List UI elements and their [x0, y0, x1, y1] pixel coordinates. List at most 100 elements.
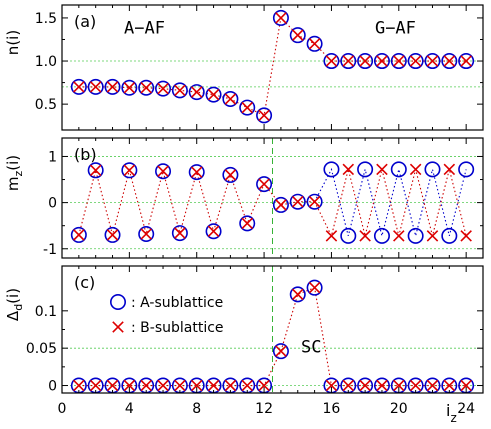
data-point-cross — [224, 93, 237, 105]
series-line — [314, 169, 467, 238]
x-tick-label: 20 — [390, 401, 408, 417]
data-point-cross — [443, 163, 456, 176]
y-axis-label: n(i) — [4, 30, 22, 55]
data-point-circle — [121, 79, 138, 96]
legend-label: : B-sublattice — [131, 320, 224, 336]
y-tick-label: 1.0 — [35, 54, 57, 70]
data-point-cross — [73, 379, 85, 392]
data-point-cross — [460, 230, 472, 242]
data-point-circle — [424, 53, 441, 70]
data-point-cross — [224, 169, 237, 181]
series-line — [314, 167, 467, 236]
data-point-circle — [458, 161, 475, 178]
data-point-cross — [258, 379, 270, 392]
data-point-circle — [390, 161, 407, 178]
y-tick-label: 0.5 — [35, 97, 57, 113]
data-point-cross — [106, 229, 119, 241]
data-point-cross — [241, 217, 254, 230]
data-point-cross — [376, 379, 388, 392]
data-point-circle — [424, 161, 441, 178]
data-point-circle — [323, 161, 340, 178]
x-tick-label: 8 — [192, 401, 201, 417]
panel-a: 0.5 1.0 1.5 n(i) (a) A−AF G−AF — [4, 4, 484, 131]
panel-label: (b) — [74, 145, 97, 164]
data-point-circle — [138, 79, 155, 96]
data-point-cross — [73, 229, 85, 241]
data-point-cross — [325, 230, 338, 242]
data-point-circle — [357, 161, 374, 178]
data-point-circle — [306, 193, 323, 210]
data-point-cross — [258, 178, 270, 190]
data-point-circle — [205, 86, 222, 103]
data-point-circle — [239, 99, 256, 116]
data-point-cross — [325, 379, 338, 392]
data-point-cross — [207, 88, 220, 101]
data-point-circle — [373, 227, 390, 244]
y-tick-label: 0 — [48, 379, 57, 395]
data-point-circle — [407, 227, 424, 244]
panel-label: (a) — [74, 12, 96, 31]
data-point-circle — [155, 163, 172, 180]
data-point-circle — [458, 53, 475, 70]
data-point-circle — [138, 226, 155, 243]
data-point-cross — [157, 165, 169, 177]
y-axis-label-main: n(i) — [4, 30, 22, 55]
x-tick-label: 4 — [125, 401, 134, 417]
data-point-circle — [171, 225, 188, 242]
data-point-cross — [89, 379, 102, 392]
data-point-circle — [289, 193, 306, 210]
data-point-circle — [306, 279, 323, 296]
data-point-cross — [275, 12, 287, 24]
data-point-circle — [306, 35, 323, 52]
data-point-circle — [104, 226, 121, 243]
data-point-cross — [409, 379, 422, 392]
data-point-cross — [359, 379, 371, 392]
x-tick-label: 0 — [58, 401, 67, 417]
data-point-cross — [207, 225, 220, 237]
data-point-cross — [157, 82, 169, 95]
data-point-cross — [106, 379, 119, 392]
data-point-cross — [174, 84, 186, 97]
y-tick-label: 1.5 — [35, 11, 57, 27]
data-point-cross — [123, 379, 136, 392]
data-point-cross — [443, 379, 456, 392]
y-axis-label-tail: (i) — [4, 155, 22, 171]
data-point-cross — [275, 345, 287, 357]
data-point-cross — [224, 379, 237, 392]
data-point-circle — [239, 215, 256, 232]
data-point-cross — [308, 281, 321, 294]
y-axis-label-tail: (i) — [4, 288, 22, 304]
data-point-cross — [140, 228, 152, 240]
data-point-cross — [393, 55, 405, 67]
data-point-circle — [289, 27, 306, 44]
data-point-circle — [357, 53, 374, 70]
x-tick-label: 12 — [255, 401, 273, 417]
data-point-circle — [390, 53, 407, 70]
data-point-cross — [426, 230, 439, 242]
data-point-circle — [222, 166, 239, 183]
data-point-circle — [323, 53, 340, 70]
y-tick-label: 0.05 — [26, 341, 57, 357]
data-point-cross — [426, 55, 439, 67]
data-point-cross — [308, 195, 321, 208]
data-point-cross — [123, 81, 136, 94]
y-axis-label-sub: d — [12, 304, 25, 311]
data-point-cross — [258, 109, 270, 122]
y-tick-label: 0.1 — [35, 304, 57, 320]
data-point-circle — [289, 286, 306, 303]
y-tick-label: 0 — [48, 196, 57, 212]
data-point-circle — [340, 53, 357, 70]
data-point-cross — [207, 379, 220, 392]
data-point-circle — [87, 78, 104, 95]
data-point-circle — [188, 84, 205, 101]
y-axis-label: mz(i) — [4, 155, 25, 191]
panel-b: -1 0 1 mz(i) (b) — [4, 137, 484, 259]
annotation: SC — [301, 338, 321, 358]
data-point-circle — [205, 223, 222, 240]
y-tick-label: 1 — [48, 149, 57, 165]
data-point-cross — [393, 379, 405, 392]
y-tick-label: -1 — [43, 242, 57, 258]
data-point-cross — [157, 379, 169, 392]
y-axis-label-main: Δ — [4, 310, 22, 321]
data-point-circle — [70, 226, 87, 243]
